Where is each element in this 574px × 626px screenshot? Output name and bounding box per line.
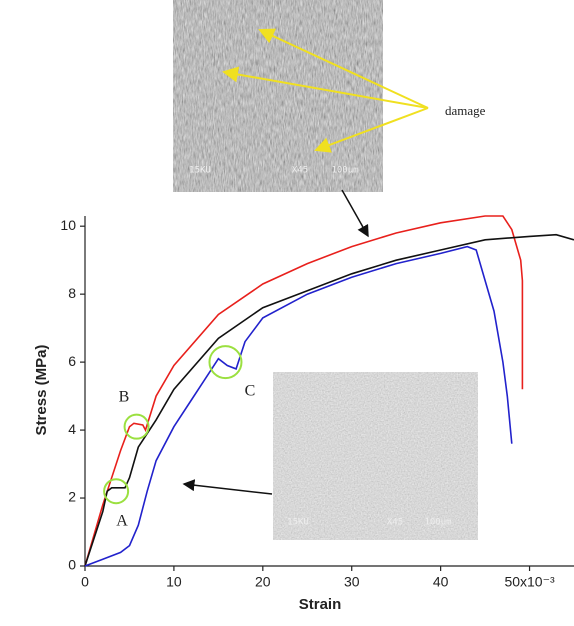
x-tick-label: 0 [81,574,89,590]
series-line [84,215,524,567]
arrow [341,189,369,238]
x-tick-label: 20 [255,574,271,590]
y-axis-label: Stress (MPa) [33,345,50,436]
annotation: A [116,513,128,530]
x-tick-label: 10 [166,574,182,590]
arrow [182,479,273,495]
sem-image-bottom [273,372,478,540]
sem-image-top [173,0,429,192]
image-label: 100μm [331,166,358,176]
x-tick-label: 50x10⁻³ [504,574,555,590]
image-label: X45 [387,518,403,528]
annotation: C [245,383,256,400]
highlight-circle [103,478,130,505]
series-line [84,233,574,567]
x-tick-label: 30 [344,574,360,590]
y-tick-label: 6 [68,353,76,369]
y-tick-label: 0 [68,557,76,573]
x-tick-label: 40 [433,574,449,590]
highlight-circle [123,413,150,440]
plot-area: 0 2 4 6 8 10 0 10 20 30 40 50x10⁻³ [60,215,574,590]
y-tick-label: 10 [60,217,76,233]
image-label: 100μm [424,518,451,528]
annotation: damage [445,103,486,118]
y-tick-label: 4 [68,421,76,437]
annotation: B [119,389,130,406]
highlight-circle [208,345,243,380]
y-tick-label: 2 [68,489,76,505]
image-label: X45 [292,166,308,176]
image-label: 15KU [189,166,211,176]
series-line [84,245,513,567]
x-axis-label: Strain [299,596,342,613]
image-label: 15KU [287,518,309,528]
y-tick-label: 8 [68,285,76,301]
